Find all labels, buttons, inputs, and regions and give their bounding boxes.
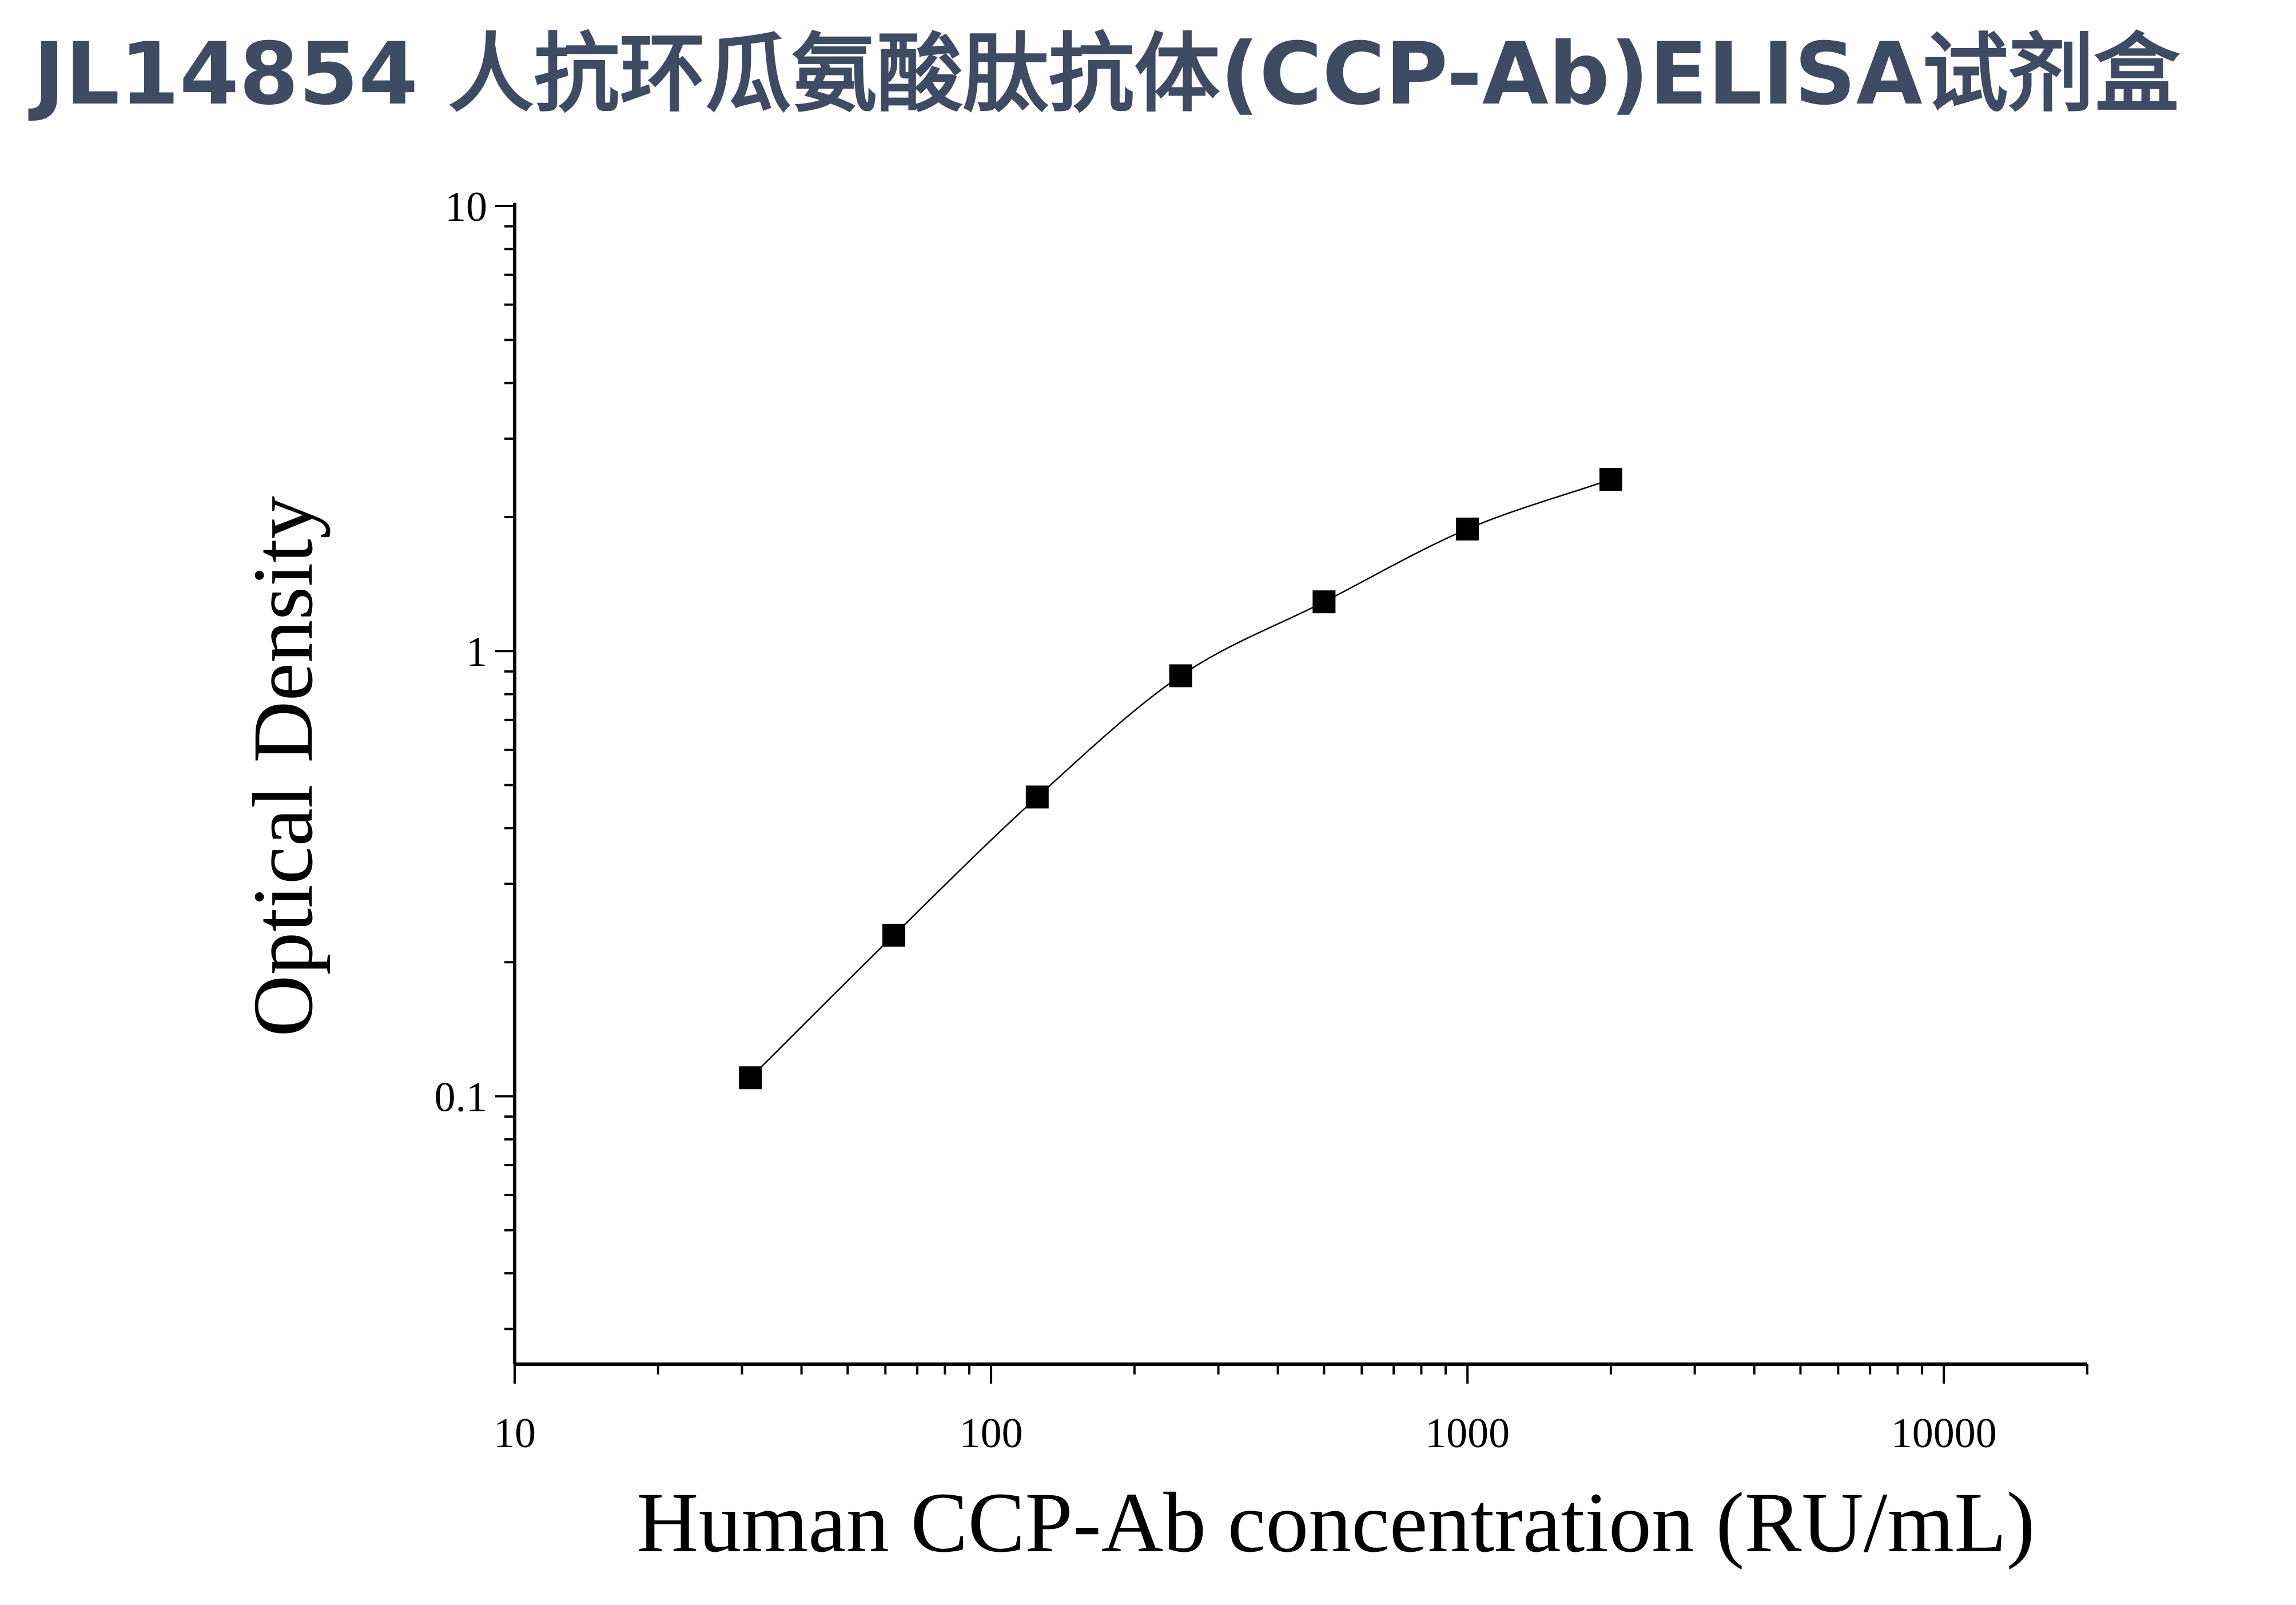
data-point — [1025, 785, 1049, 809]
y-tick-label: 1 — [466, 629, 487, 676]
data-point — [1456, 517, 1479, 541]
data-points — [739, 468, 1622, 1090]
x-tick-label: 100 — [960, 1410, 1023, 1457]
x-tick-label: 1000 — [1425, 1410, 1510, 1457]
fit-curve — [750, 478, 1611, 1079]
x-axis-title: Human CCP-Ab concentration (RU/mL) — [636, 1475, 2035, 1570]
page-title: JL14854 人抗环瓜氨酸肽抗体(CCP-Ab)ELISA试剂盒 — [33, 25, 2180, 124]
data-point — [1599, 468, 1622, 491]
data-point — [739, 1066, 762, 1090]
y-tick-label: 10 — [445, 184, 487, 231]
axes — [513, 203, 2087, 1366]
x-tick-label: 10 — [494, 1410, 536, 1457]
ticks — [495, 205, 2088, 1384]
data-point — [1312, 590, 1336, 614]
data-point — [882, 923, 906, 947]
y-axis-title: Optical Density — [236, 496, 331, 1037]
y-tick-label: 0.1 — [435, 1074, 488, 1121]
x-tick-label: 10000 — [1891, 1410, 1997, 1457]
data-point — [1169, 664, 1192, 688]
tick-labels: 10 100 1000 10000 0.1 1 10 — [435, 184, 1997, 1457]
